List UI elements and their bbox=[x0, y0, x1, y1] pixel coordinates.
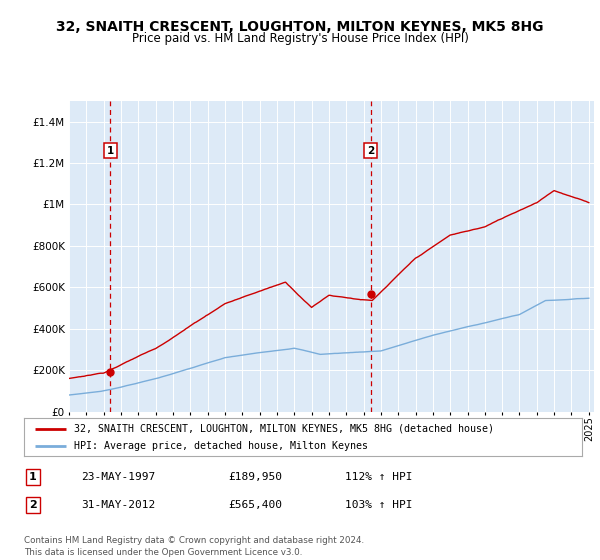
Text: Contains HM Land Registry data © Crown copyright and database right 2024.
This d: Contains HM Land Registry data © Crown c… bbox=[24, 536, 364, 557]
Text: 32, SNAITH CRESCENT, LOUGHTON, MILTON KEYNES, MK5 8HG: 32, SNAITH CRESCENT, LOUGHTON, MILTON KE… bbox=[56, 20, 544, 34]
Text: 23-MAY-1997: 23-MAY-1997 bbox=[81, 472, 155, 482]
Text: 112% ↑ HPI: 112% ↑ HPI bbox=[345, 472, 413, 482]
Text: 2: 2 bbox=[367, 146, 374, 156]
Text: 31-MAY-2012: 31-MAY-2012 bbox=[81, 500, 155, 510]
Text: 2: 2 bbox=[29, 500, 37, 510]
Text: £189,950: £189,950 bbox=[228, 472, 282, 482]
Text: 103% ↑ HPI: 103% ↑ HPI bbox=[345, 500, 413, 510]
Text: Price paid vs. HM Land Registry's House Price Index (HPI): Price paid vs. HM Land Registry's House … bbox=[131, 32, 469, 45]
Text: 1: 1 bbox=[107, 146, 114, 156]
Text: 32, SNAITH CRESCENT, LOUGHTON, MILTON KEYNES, MK5 8HG (detached house): 32, SNAITH CRESCENT, LOUGHTON, MILTON KE… bbox=[74, 423, 494, 433]
Text: HPI: Average price, detached house, Milton Keynes: HPI: Average price, detached house, Milt… bbox=[74, 441, 368, 451]
Text: 1: 1 bbox=[29, 472, 37, 482]
Text: £565,400: £565,400 bbox=[228, 500, 282, 510]
